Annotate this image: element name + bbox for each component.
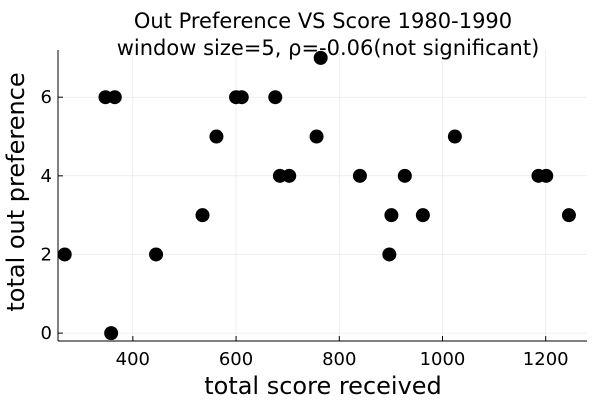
y-tick-label: 6 xyxy=(41,87,52,108)
ticks: 400 600 800 1000 1200 0 2 4 6 xyxy=(41,87,569,370)
data-point xyxy=(352,168,367,183)
data-point xyxy=(539,168,554,183)
x-tick-label: 1200 xyxy=(523,349,569,370)
data-point xyxy=(107,90,122,105)
data-point xyxy=(382,247,397,262)
y-axis-label: total out preference xyxy=(2,72,30,311)
chart-title: Out Preference VS Score 1980-1990 xyxy=(134,9,512,33)
data-point xyxy=(149,247,164,262)
data-point xyxy=(234,90,249,105)
x-tick-label: 800 xyxy=(322,349,356,370)
x-tick-label: 400 xyxy=(116,349,150,370)
x-tick-label: 600 xyxy=(219,349,253,370)
data-point xyxy=(447,129,462,144)
grid xyxy=(58,50,587,341)
y-tick-label: 2 xyxy=(41,244,52,265)
data-point xyxy=(104,326,119,341)
y-tick-label: 4 xyxy=(41,166,52,187)
data-point xyxy=(415,208,430,223)
data-point xyxy=(561,208,576,223)
data-point xyxy=(209,129,224,144)
data-points xyxy=(57,50,576,341)
x-axis-label: total score received xyxy=(204,372,442,400)
data-point xyxy=(195,208,210,223)
data-point xyxy=(309,129,324,144)
data-point xyxy=(268,90,283,105)
y-tick-label: 0 xyxy=(41,323,52,344)
data-point xyxy=(397,168,412,183)
chart-subtitle: window size=5, ρ=-0.06(not significant) xyxy=(117,36,540,60)
data-point xyxy=(282,168,297,183)
data-point xyxy=(57,247,72,262)
data-point xyxy=(384,208,399,223)
x-tick-label: 1000 xyxy=(420,349,466,370)
data-point xyxy=(313,50,328,65)
